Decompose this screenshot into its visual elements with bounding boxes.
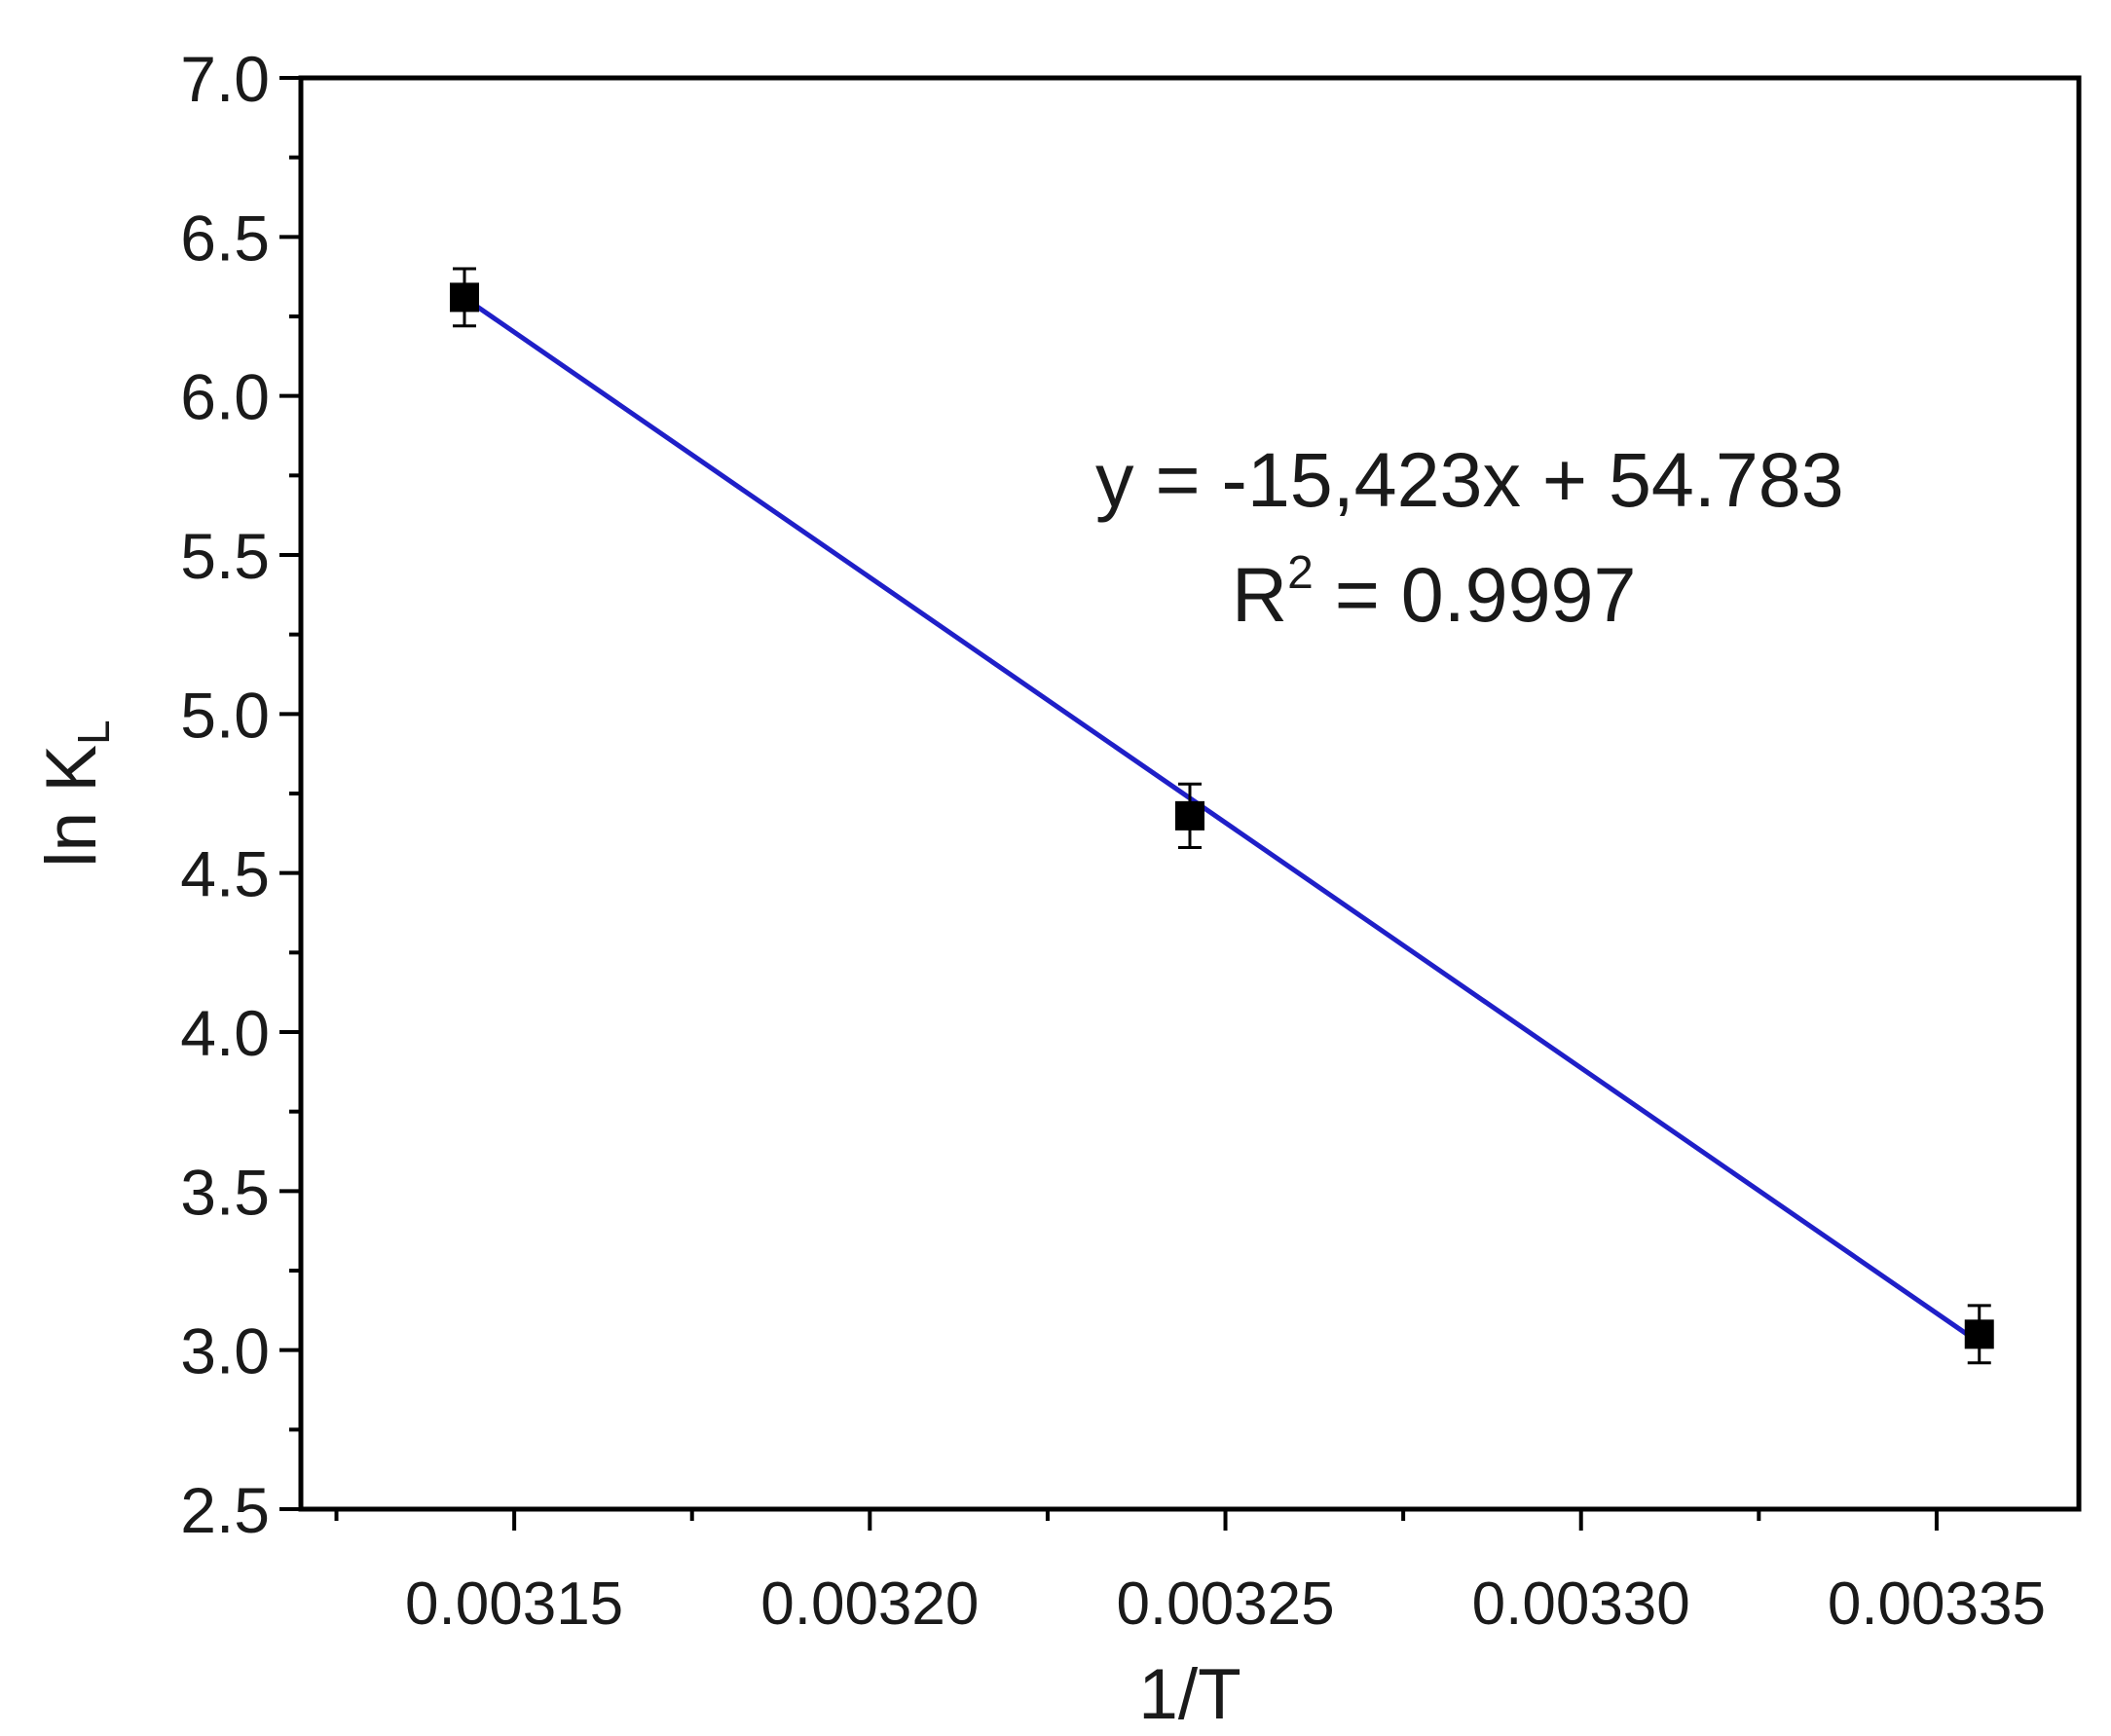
r-squared-exponent: 2 — [1287, 547, 1314, 599]
y-axis-label: ln KL — [32, 720, 119, 867]
fit-line — [463, 295, 1981, 1346]
data-point-group — [449, 267, 479, 328]
y-tick-label: 5.5 — [180, 520, 270, 592]
y-axis-label-main: ln K — [32, 745, 111, 868]
data-point — [1964, 1319, 1994, 1349]
y-tick-label: 5.0 — [180, 679, 270, 751]
y-axis-label-sub: L — [68, 720, 119, 745]
y-tick-label: 6.5 — [180, 202, 270, 274]
y-tick-label: 2.5 — [180, 1474, 270, 1546]
x-axis-label: 1/T — [1138, 1655, 1241, 1734]
x-tick-label: 0.00330 — [1472, 1570, 1690, 1638]
x-tick-label: 0.00335 — [1828, 1570, 2046, 1638]
y-tick-label: 3.5 — [180, 1156, 270, 1228]
x-tick-label: 0.00320 — [760, 1570, 979, 1638]
fit-line-group — [463, 295, 1981, 1346]
x-tick-label: 0.00325 — [1116, 1570, 1334, 1638]
x-axis: 0.00315 0.00320 0.00325 0.00330 0.00335 — [334, 1509, 2046, 1638]
r-squared-label: R2 = 0.9997 — [1232, 547, 1636, 638]
data-point-group — [1175, 782, 1204, 850]
y-tick-label: 4.0 — [180, 997, 270, 1069]
y-axis: 2.5 3.0 3.5 4.0 4.5 5.0 5.5 6.0 6.5 7.0 — [180, 43, 301, 1546]
y-tick-label: 3.0 — [180, 1315, 270, 1387]
data-points — [449, 267, 1994, 1365]
equation-label: y = -15,423x + 54.783 — [1095, 436, 1844, 523]
r-squared-value: = 0.9997 — [1314, 551, 1637, 638]
data-point — [449, 282, 479, 313]
y-tick-label: 4.5 — [180, 838, 270, 910]
data-point-group — [1964, 1304, 1994, 1365]
r-squared-symbol: R — [1232, 551, 1287, 638]
y-tick-label: 6.0 — [180, 361, 270, 433]
y-tick-label: 7.0 — [180, 43, 270, 115]
x-tick-label: 0.00315 — [405, 1570, 623, 1638]
data-point — [1175, 800, 1204, 831]
